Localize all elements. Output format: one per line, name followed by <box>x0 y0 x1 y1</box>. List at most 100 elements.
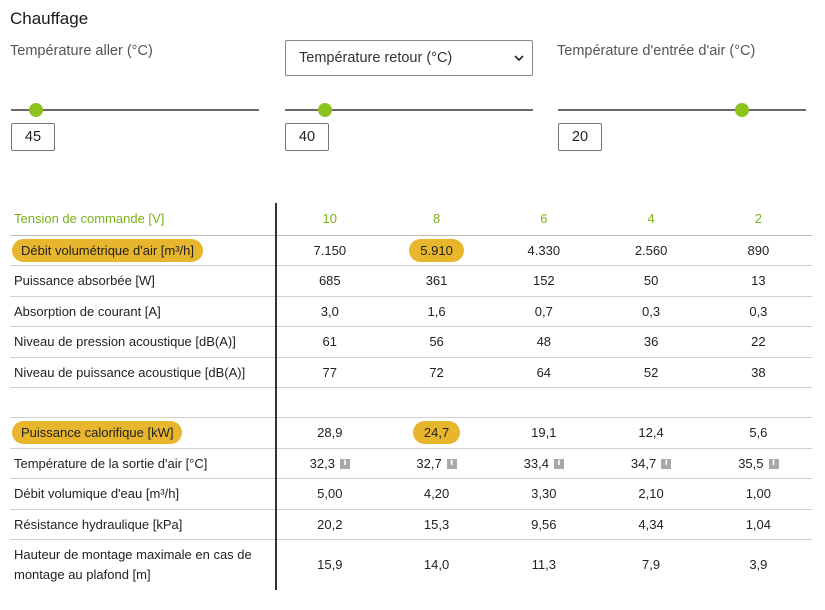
cell-value: 3,0 <box>320 303 339 319</box>
cell-value: 48 <box>536 334 552 350</box>
cell-value: 32,7 <box>416 455 442 471</box>
cell-value: 152 <box>532 273 555 289</box>
return-temp-slider[interactable] <box>285 103 533 117</box>
table-cell: 1,00 <box>704 478 812 510</box>
cell-value: 61 <box>322 334 338 350</box>
row-label: Puissance absorbée [W] <box>10 265 277 297</box>
table-cell: 64 <box>490 357 598 388</box>
row-label: Débit volumétrique d'air [m³/h] <box>10 235 277 266</box>
air-inlet-temp-label: Température d'entrée d'air (°C) <box>557 43 756 59</box>
table-cell: 5,00 <box>275 478 383 510</box>
table-cell: 1,04 <box>704 509 812 540</box>
table-cell: 38 <box>704 357 812 388</box>
cell-value: 64 <box>536 364 552 380</box>
header-cell: 6 <box>490 203 598 236</box>
slider-handle[interactable] <box>734 103 749 117</box>
table-row: Débit volumétrique d'air [m³/h] 7.150 5.91… <box>10 235 812 266</box>
cell-value: 15,3 <box>423 516 450 532</box>
return-temp-input[interactable] <box>285 123 329 151</box>
table-cell: 20,2 <box>275 509 383 540</box>
spacer-cell <box>597 387 705 418</box>
row-label: Puissance calorifique [kW] <box>10 417 277 449</box>
air-inlet-temp-input[interactable] <box>558 123 602 151</box>
cell-value: 56 <box>429 334 444 350</box>
cell-value: 50 <box>643 273 659 289</box>
spacer-cell <box>275 387 383 418</box>
table-cell: 4,20 <box>382 478 491 510</box>
supply-temp-input[interactable] <box>11 123 55 151</box>
table-cell: 1,6 <box>382 296 491 327</box>
table-cell: 15,3 <box>382 509 491 540</box>
info-icon[interactable] <box>661 458 672 469</box>
info-icon[interactable] <box>553 458 564 469</box>
cell-value: 9,56 <box>531 516 557 532</box>
highlighted-value: 5.910 <box>409 238 464 262</box>
table-header-row: Tension de commande [V] 10 8 6 4 2 <box>10 203 812 236</box>
cell-value: 4,34 <box>638 516 664 532</box>
table-cell: 22 <box>704 326 812 358</box>
header-cell: 10 <box>275 203 383 236</box>
spacer-cell <box>490 387 598 418</box>
cell-value: 0,3 <box>642 303 661 319</box>
slider-handle[interactable] <box>317 103 332 117</box>
table-row: Absorption de courant [A] 3,0 1,6 0,7 0,3 0,3 <box>10 296 812 327</box>
cell-value: 0,3 <box>749 303 768 319</box>
table-cell: 24,7 <box>382 417 491 449</box>
cell-value: 14,0 <box>423 557 450 573</box>
cell-value: 1,04 <box>745 516 772 532</box>
performance-table: Tension de commande [V] 10 8 6 4 2 Débit volum… <box>10 203 812 590</box>
cell-value: 33,4 <box>523 455 549 471</box>
table-cell: 0,7 <box>490 296 598 327</box>
table-cell: 50 <box>597 265 705 297</box>
header-label: Tension de commande [V] <box>10 203 277 236</box>
info-icon[interactable] <box>339 458 350 469</box>
row-label: Résistance hydraulique [kPa] <box>10 509 277 540</box>
info-icon[interactable] <box>768 458 779 469</box>
info-icon[interactable] <box>446 458 457 469</box>
cell-value: 5,6 <box>749 425 768 441</box>
table-row: Puissance absorbée [W] 685 361 152 50 13 <box>10 265 812 297</box>
row-label: Niveau de pression acoustique [dB(A)] <box>10 326 277 358</box>
header-cell: 4 <box>597 203 705 236</box>
table-spacer-row <box>10 387 812 418</box>
cell-value: 22 <box>751 334 766 350</box>
return-temp-select[interactable]: Température retour (°C) <box>285 40 533 76</box>
cell-value: 52 <box>643 364 659 380</box>
cell-value: 1,00 <box>745 486 772 502</box>
cell-value: 38 <box>751 364 766 380</box>
cell-value: 34,7 <box>630 455 657 471</box>
header-cell: 8 <box>382 203 491 236</box>
table-cell: 77 <box>275 357 383 388</box>
table-cell: 4,34 <box>597 509 705 540</box>
supply-temp-slider[interactable] <box>11 103 259 117</box>
cell-value: 5,00 <box>317 486 343 502</box>
cell-value: 20,2 <box>317 516 343 532</box>
cell-value: 4.330 <box>527 242 561 258</box>
highlighted-label: Puissance calorifique [kW] <box>12 421 183 445</box>
table-row: Niveau de pression acoustique [dB(A)] 61 5… <box>10 326 812 358</box>
section-title: Chauffage <box>10 9 89 28</box>
cell-value: 35,5 <box>738 455 764 471</box>
table-cell: 0,3 <box>704 296 812 327</box>
table-cell: 15,9 <box>276 540 383 590</box>
cell-value: 77 <box>322 364 338 380</box>
table-cell: 890 <box>704 235 812 266</box>
table-cell: 12,4 <box>597 417 705 449</box>
table-row: Débit volumique d'eau [m³/h] 5,00 4,20 3,30… <box>10 478 812 510</box>
cell-value: 7.150 <box>313 242 347 258</box>
table-cell: 0,3 <box>597 296 705 327</box>
table-cell: 33,4 <box>490 448 598 479</box>
table-cell: 61 <box>275 326 383 358</box>
table-cell: 72 <box>382 357 491 388</box>
table-cell: 3,0 <box>275 296 383 327</box>
cell-value: 19,1 <box>531 425 557 441</box>
cell-value: 32,3 <box>309 455 335 471</box>
slider-handle[interactable] <box>28 103 43 117</box>
cell-value: 0,7 <box>534 303 553 319</box>
cell-value: 4,20 <box>423 486 450 502</box>
cell-value: 12,4 <box>638 425 664 441</box>
air-inlet-temp-slider[interactable] <box>558 103 806 117</box>
table-cell: 56 <box>382 326 491 358</box>
table-cell: 2,10 <box>597 478 705 510</box>
table-row: Température de la sortie d'air [°C] 32,3 3… <box>10 448 812 479</box>
